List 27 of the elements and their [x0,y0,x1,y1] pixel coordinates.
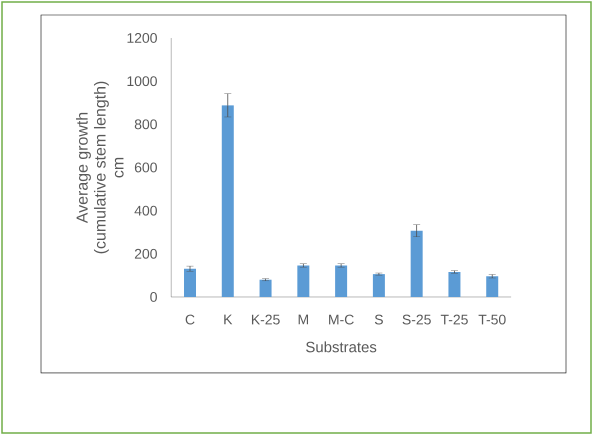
x-tick-label: T-25 [440,314,468,325]
x-tick-label: T-50 [478,314,506,325]
x-tick-label: S-25 [402,314,431,325]
x-tick-label: K [224,314,232,324]
x-tick-label: M-C [329,314,354,325]
y-tick-label: 800 [134,119,157,130]
y-tick-label: 200 [134,248,157,259]
x-tick-label: S [374,314,383,325]
bar [372,274,385,297]
bar [297,265,310,297]
y-tick-label: 400 [134,206,157,216]
x-tick-label: C [186,314,195,325]
bar [184,268,196,297]
x-tick-label: M [298,314,308,324]
y-tick-label: 1200 [128,33,157,43]
bar [486,276,498,297]
y-axis-title: Average growth (cumulative stem length) cm [76,82,124,254]
y-tick-label: 600 [134,162,157,172]
x-tick-label: K-25 [252,314,280,325]
bar [260,280,272,297]
bar [410,230,423,297]
y-tick-label: 1000 [128,76,157,86]
x-axis-title: Substrates [306,341,376,352]
bar [335,265,348,297]
bar [448,272,460,297]
bar [222,105,234,297]
y-tick-label: 0 [150,292,157,302]
